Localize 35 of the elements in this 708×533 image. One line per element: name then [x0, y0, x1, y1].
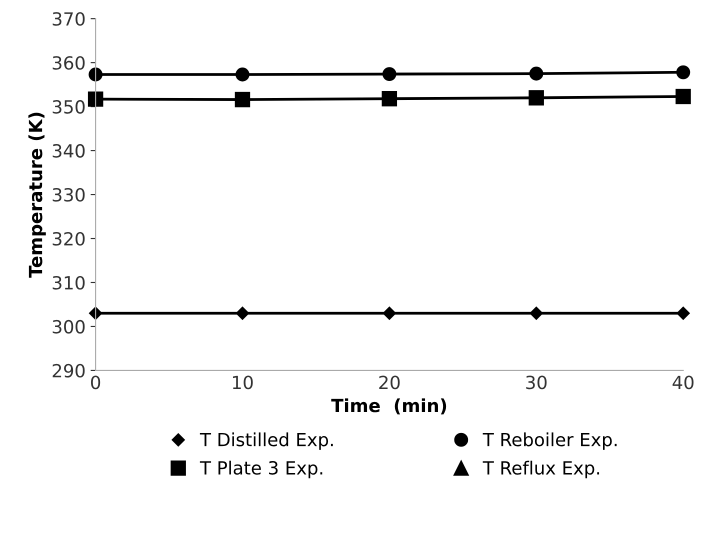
y-tick-label: 350 — [52, 100, 85, 114]
point — [88, 68, 103, 82]
y-axis-title: Temperature (K) — [28, 112, 46, 278]
x-tick-label: 10 — [232, 376, 253, 390]
point — [236, 306, 250, 320]
y-tick-label: 340 — [52, 144, 85, 158]
x-tick-label: 30 — [526, 376, 547, 390]
point — [529, 66, 544, 81]
point — [530, 306, 543, 320]
legend-label: T Distilled Exp. — [200, 432, 333, 450]
y-tick-label: 370 — [52, 12, 85, 26]
y-tick-label: 360 — [52, 56, 85, 70]
point — [676, 88, 691, 104]
y-tick-label: 310 — [52, 276, 85, 290]
point — [236, 68, 250, 82]
y-tick-label: 290 — [52, 364, 85, 378]
point — [88, 306, 102, 320]
point — [676, 306, 690, 320]
x-axis-title: Time (min) — [331, 398, 446, 414]
point — [88, 91, 104, 107]
y-tick-label: 320 — [52, 232, 85, 246]
y-tick-label: 300 — [52, 320, 85, 334]
legend-label: T Plate 3 Exp. — [200, 460, 322, 478]
point — [382, 91, 398, 106]
legend-label: T Reboiler Exp. — [482, 432, 617, 450]
x-tick-label: 40 — [672, 376, 694, 390]
point — [382, 67, 396, 82]
x-tick-label: 0 — [91, 376, 100, 390]
point — [234, 92, 250, 108]
point — [676, 65, 690, 80]
point — [382, 306, 396, 320]
point — [528, 90, 544, 106]
x-tick-label: 20 — [379, 376, 400, 390]
y-tick-label: 330 — [52, 188, 85, 202]
legend-label: T Reflux Exp. — [482, 460, 600, 478]
